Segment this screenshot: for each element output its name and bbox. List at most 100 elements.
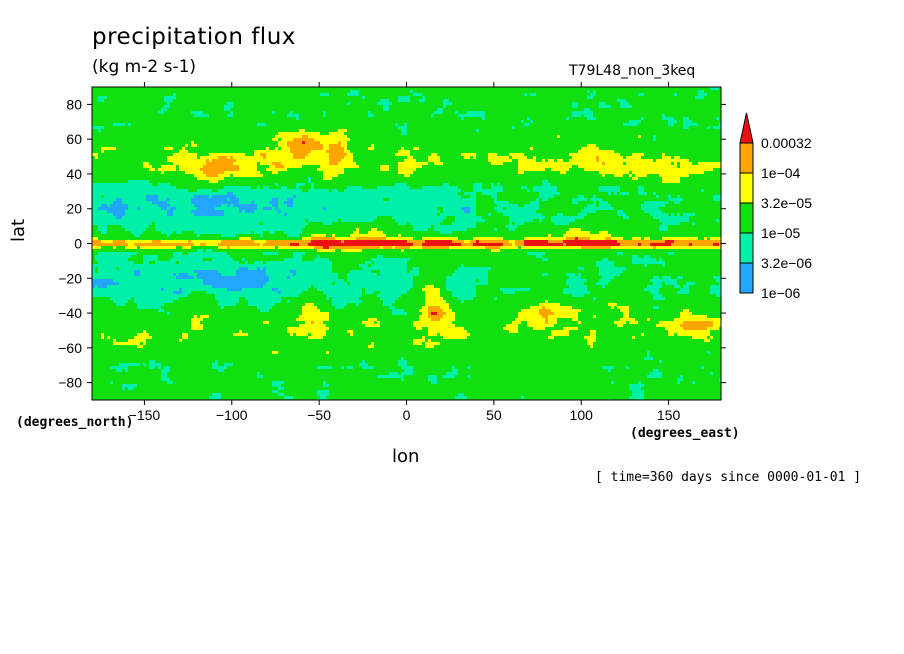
field-cell <box>608 282 653 285</box>
field-cell <box>587 279 599 282</box>
field-cell <box>203 165 239 168</box>
field-cell <box>356 303 359 306</box>
field-cell <box>122 387 125 390</box>
field-cell <box>92 339 113 342</box>
field-cell <box>518 246 521 249</box>
field-cell <box>158 204 170 207</box>
chart-title: precipitation flux <box>92 24 296 50</box>
field-cell <box>359 90 410 93</box>
field-cell <box>398 234 401 237</box>
field-cell <box>332 264 359 267</box>
field-cell <box>92 333 101 336</box>
field-cell <box>443 111 455 114</box>
field-cell <box>92 387 122 390</box>
field-cell <box>278 144 287 147</box>
field-cell <box>245 210 254 213</box>
field-cell <box>113 201 122 204</box>
field-cell <box>92 354 647 357</box>
field-cell <box>182 288 227 291</box>
field-cell <box>653 159 656 162</box>
field-cell <box>272 204 278 207</box>
field-cell <box>200 234 221 237</box>
field-cell <box>191 210 224 213</box>
field-cell <box>419 318 431 321</box>
field-cell <box>263 186 269 189</box>
field-cell <box>317 366 332 369</box>
field-cell <box>242 288 272 291</box>
field-cell <box>320 255 377 258</box>
field-cell <box>434 345 590 348</box>
field-cell <box>509 222 512 225</box>
field-cell <box>659 321 683 324</box>
field-cell <box>551 309 581 312</box>
field-cell <box>605 237 611 240</box>
field-cell <box>680 213 683 216</box>
field-cell <box>392 312 407 315</box>
field-cell <box>650 318 674 321</box>
field-cell <box>296 183 305 186</box>
field-cell <box>557 318 572 321</box>
field-cell <box>203 171 224 174</box>
field-cell <box>371 258 410 261</box>
field-cell <box>155 261 176 264</box>
field-cell <box>134 387 278 390</box>
field-cell <box>374 321 377 324</box>
field-cell <box>515 291 563 294</box>
field-cell <box>665 282 677 285</box>
field-cell <box>143 363 146 366</box>
field-cell <box>149 180 209 183</box>
field-cell <box>380 273 419 276</box>
field-cell <box>236 195 293 198</box>
field-cell <box>92 102 167 105</box>
field-cell <box>233 105 383 108</box>
field-cell <box>173 291 182 294</box>
field-cell <box>605 102 620 105</box>
field-cell <box>539 312 554 315</box>
field-cell <box>137 303 164 306</box>
colorbar-label: 0.00032 <box>761 135 812 151</box>
field-cell <box>446 282 488 285</box>
field-cell <box>518 324 527 327</box>
field-cell <box>341 240 344 243</box>
field-cell <box>647 174 659 177</box>
field-cell <box>212 393 221 396</box>
field-cell <box>239 330 242 333</box>
field-cell <box>98 261 134 264</box>
field-cell <box>266 168 287 171</box>
field-cell <box>638 243 641 246</box>
field-cell <box>329 393 458 396</box>
field-cell <box>176 93 320 96</box>
field-cell <box>425 345 434 348</box>
field-cell <box>302 237 311 240</box>
field-cell <box>191 327 203 330</box>
field-cell <box>704 171 721 174</box>
field-cell <box>326 114 368 117</box>
field-cell <box>260 153 266 156</box>
field-cell <box>716 117 719 120</box>
field-cell <box>392 246 395 249</box>
field-cell <box>680 222 692 225</box>
field-cell <box>572 306 611 309</box>
field-cell <box>506 225 518 228</box>
field-cell <box>476 222 509 225</box>
field-cell <box>227 192 233 195</box>
field-cell <box>287 300 290 303</box>
field-cell <box>140 342 143 345</box>
field-cell <box>422 312 428 315</box>
field-cell <box>227 198 230 201</box>
field-cell <box>488 156 509 159</box>
field-cell <box>377 375 404 378</box>
field-cell <box>710 336 713 339</box>
field-cell <box>428 330 467 333</box>
field-cell <box>188 150 254 153</box>
field-cell <box>308 288 317 291</box>
field-cell <box>92 288 161 291</box>
field-cell <box>440 159 488 162</box>
field-cell <box>503 243 512 246</box>
field-cell <box>110 381 113 384</box>
field-cell <box>197 273 221 276</box>
field-cell <box>173 153 197 156</box>
field-cell <box>335 237 356 240</box>
field-cell <box>131 231 143 234</box>
field-cell <box>323 321 362 324</box>
